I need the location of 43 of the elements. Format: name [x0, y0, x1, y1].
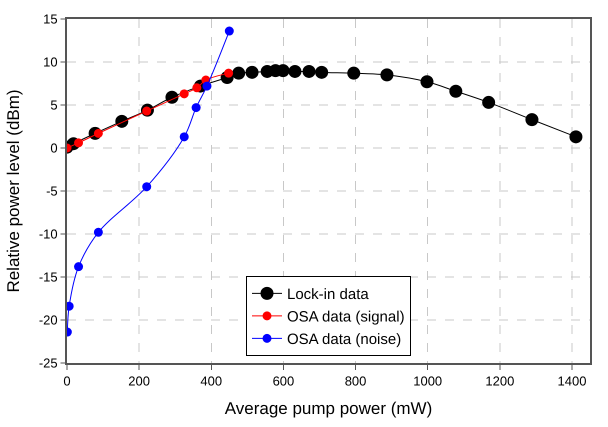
- x-axis-title: Average pump power (mW): [224, 399, 432, 418]
- point: [525, 113, 538, 126]
- point: [380, 68, 394, 82]
- y-tick-label: -5: [46, 184, 58, 199]
- point: [202, 82, 212, 91]
- x-tick-label: 800: [344, 373, 366, 388]
- x-tick-label: 1400: [558, 373, 586, 388]
- point: [569, 130, 582, 144]
- legend-label: OSA data (signal): [287, 308, 405, 326]
- y-tick-label: 5: [50, 98, 58, 113]
- x-tick-label: 1000: [413, 373, 442, 388]
- x-tick-label: 400: [200, 373, 222, 388]
- y-tick-label: 0: [50, 140, 58, 156]
- y-tick-label: 10: [43, 54, 58, 70]
- point: [74, 138, 84, 148]
- point: [420, 75, 434, 88]
- x-tick-label: 600: [272, 373, 294, 388]
- y-tick-label: 15: [43, 12, 58, 27]
- y-tick-label: -25: [38, 356, 58, 371]
- point: [246, 66, 259, 79]
- y-tick-label: -20: [38, 312, 58, 328]
- point: [74, 262, 84, 272]
- point: [180, 132, 189, 142]
- point: [180, 89, 189, 98]
- point: [224, 26, 234, 36]
- legend-label: OSA data (noise): [287, 331, 402, 348]
- point: [142, 182, 152, 192]
- point: [302, 64, 316, 78]
- point: [347, 66, 360, 80]
- point: [449, 84, 462, 98]
- legend-label: Lock-in data: [287, 286, 370, 304]
- x-tick-label: 200: [128, 373, 150, 388]
- point: [315, 66, 328, 79]
- point: [232, 66, 246, 80]
- x-tick-label: 1200: [485, 373, 514, 388]
- point: [94, 228, 103, 237]
- point: [482, 96, 496, 109]
- y-tick-label: -10: [38, 226, 58, 242]
- point: [192, 103, 201, 112]
- point: [288, 64, 302, 78]
- x-tick-label: 0: [63, 373, 71, 388]
- y-axis-title: Relative power level (dBm): [4, 89, 23, 293]
- y-tick-label: -15: [38, 270, 58, 285]
